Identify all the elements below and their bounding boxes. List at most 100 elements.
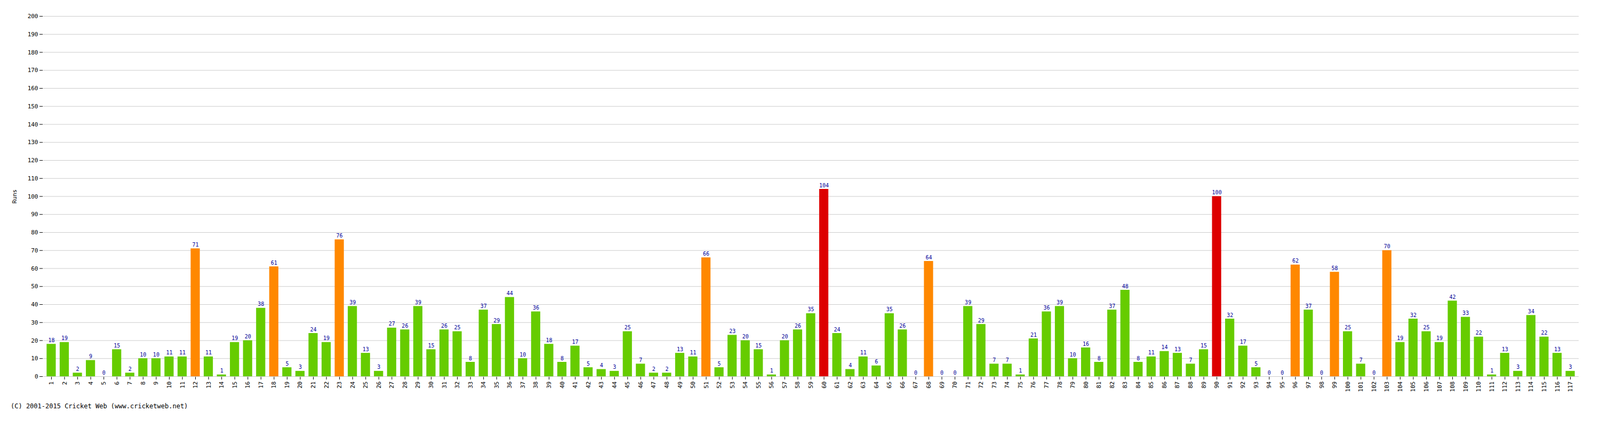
- svg-text:39: 39: [545, 381, 553, 389]
- svg-text:90: 90: [30, 210, 38, 218]
- svg-text:42: 42: [1449, 293, 1456, 300]
- svg-text:7: 7: [126, 381, 134, 386]
- svg-text:15: 15: [231, 381, 239, 389]
- svg-text:101: 101: [1357, 381, 1365, 392]
- svg-text:39: 39: [964, 299, 972, 306]
- svg-text:117: 117: [1566, 381, 1574, 392]
- svg-text:66: 66: [899, 381, 907, 389]
- svg-text:8: 8: [1136, 355, 1140, 362]
- svg-text:11: 11: [205, 349, 212, 356]
- svg-text:26: 26: [794, 322, 802, 329]
- svg-text:58: 58: [1331, 265, 1339, 271]
- svg-text:82: 82: [1108, 381, 1116, 389]
- svg-text:51: 51: [702, 381, 710, 389]
- svg-text:76: 76: [1029, 381, 1037, 389]
- svg-text:80: 80: [1082, 381, 1090, 389]
- svg-text:62: 62: [846, 381, 854, 389]
- svg-text:46: 46: [637, 381, 645, 389]
- svg-text:13: 13: [362, 346, 370, 352]
- svg-text:18: 18: [270, 381, 278, 389]
- svg-text:20: 20: [244, 333, 252, 340]
- svg-text:70: 70: [1384, 243, 1391, 250]
- svg-text:33: 33: [1462, 309, 1469, 316]
- svg-text:16: 16: [1082, 340, 1090, 347]
- svg-text:55: 55: [755, 381, 763, 389]
- svg-text:69: 69: [938, 381, 946, 389]
- svg-text:37: 37: [480, 302, 487, 309]
- svg-text:160: 160: [27, 84, 39, 92]
- svg-text:26: 26: [441, 322, 448, 329]
- svg-text:45: 45: [624, 381, 631, 389]
- svg-text:19: 19: [231, 334, 238, 341]
- svg-text:29: 29: [978, 317, 985, 324]
- svg-text:59: 59: [807, 381, 815, 389]
- svg-text:68: 68: [925, 381, 933, 389]
- svg-text:1: 1: [1490, 367, 1494, 374]
- svg-text:22: 22: [1540, 329, 1548, 336]
- svg-text:24: 24: [309, 326, 317, 333]
- svg-text:48: 48: [1122, 283, 1129, 290]
- svg-text:27: 27: [388, 381, 396, 389]
- svg-text:116: 116: [1554, 381, 1562, 392]
- svg-text:60: 60: [30, 265, 38, 272]
- svg-text:34: 34: [480, 380, 487, 389]
- svg-text:17: 17: [257, 381, 265, 389]
- svg-text:13: 13: [205, 381, 213, 389]
- svg-text:5: 5: [1254, 360, 1258, 367]
- svg-text:113: 113: [1514, 381, 1522, 392]
- svg-text:87: 87: [1173, 381, 1181, 389]
- svg-text:25: 25: [454, 324, 461, 331]
- svg-text:3: 3: [298, 363, 302, 370]
- svg-text:2: 2: [76, 365, 80, 372]
- svg-text:30: 30: [427, 381, 435, 389]
- svg-text:35: 35: [493, 381, 501, 389]
- svg-text:64: 64: [925, 254, 932, 261]
- svg-text:10: 10: [139, 351, 147, 358]
- svg-text:8: 8: [560, 355, 564, 362]
- svg-text:0: 0: [953, 369, 957, 376]
- svg-text:67: 67: [912, 381, 919, 389]
- svg-text:70: 70: [951, 381, 959, 389]
- svg-text:22: 22: [1475, 329, 1483, 336]
- svg-text:0: 0: [102, 369, 106, 376]
- svg-text:9: 9: [152, 381, 160, 386]
- svg-text:0: 0: [1320, 369, 1324, 376]
- svg-text:18: 18: [48, 337, 55, 343]
- svg-text:17: 17: [572, 338, 579, 345]
- svg-text:100: 100: [27, 193, 39, 200]
- svg-text:7: 7: [1359, 356, 1363, 363]
- svg-text:170: 170: [27, 66, 39, 74]
- svg-text:13: 13: [1501, 346, 1509, 352]
- svg-text:9: 9: [89, 353, 93, 359]
- svg-text:63: 63: [859, 381, 867, 389]
- svg-text:35: 35: [807, 306, 814, 312]
- svg-text:11: 11: [860, 349, 867, 356]
- svg-text:39: 39: [349, 299, 356, 306]
- svg-text:15: 15: [113, 342, 120, 349]
- svg-text:10: 10: [1069, 351, 1077, 358]
- svg-text:98: 98: [1318, 381, 1326, 389]
- svg-text:20: 20: [296, 381, 304, 389]
- svg-text:79: 79: [1069, 381, 1077, 389]
- svg-text:16: 16: [244, 381, 252, 389]
- svg-text:29: 29: [493, 317, 500, 324]
- svg-text:43: 43: [597, 381, 605, 389]
- svg-text:33: 33: [467, 381, 475, 389]
- svg-text:62: 62: [1292, 257, 1299, 264]
- svg-text:6: 6: [874, 358, 878, 365]
- svg-text:10: 10: [165, 381, 173, 389]
- svg-text:36: 36: [1043, 304, 1050, 311]
- svg-text:37: 37: [519, 381, 527, 389]
- svg-text:89: 89: [1200, 381, 1208, 389]
- svg-text:3: 3: [612, 363, 616, 370]
- svg-text:19: 19: [283, 381, 291, 389]
- svg-text:47: 47: [650, 381, 658, 389]
- svg-text:36: 36: [532, 304, 540, 311]
- svg-text:109: 109: [1462, 381, 1470, 392]
- svg-text:104: 104: [1396, 380, 1404, 392]
- svg-text:39: 39: [1056, 299, 1063, 306]
- svg-text:38: 38: [532, 381, 540, 389]
- svg-text:81: 81: [1095, 381, 1103, 389]
- svg-text:15: 15: [427, 342, 435, 349]
- svg-text:11: 11: [179, 349, 186, 356]
